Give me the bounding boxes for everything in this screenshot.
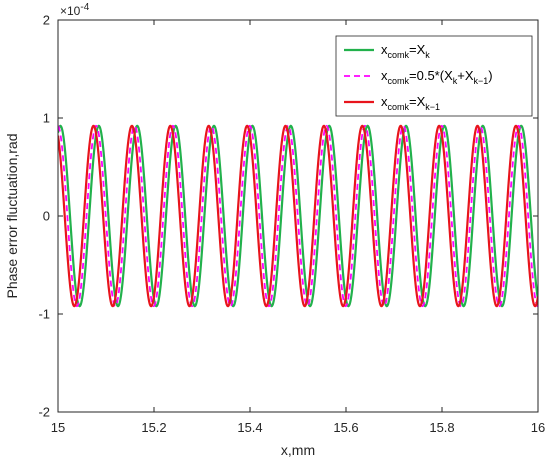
legend: xcomk=Xk xcomk=0.5*(Xk+Xk−1) xcomk=Xk−1 [335,35,533,117]
y-tick-label: -1 [38,307,50,322]
series-line-2 [58,124,538,308]
series-line-1 [58,124,538,308]
series-layer [58,124,538,308]
y-tick-label: -2 [38,405,50,420]
axis-ticks: 15 15.2 15.4 15.6 15.8 16 -2 -1 0 1 2 [38,13,545,436]
y-exponent-power: -4 [80,2,89,13]
x-tick-label: 16 [531,420,545,435]
x-axis-title: x,mm [281,442,315,458]
y-axis-title: Phase error fluctuation,rad [4,134,20,299]
legend-label-1: xcomk=Xk [381,42,430,60]
y-tick-label: 2 [43,13,50,28]
svg-text:×10-4: ×10-4 [60,2,90,18]
y-exponent-base: ×10 [60,4,81,18]
x-tick-label: 15 [51,420,65,435]
x-tick-label: 15.4 [237,420,262,435]
series-line-3 [58,124,538,308]
x-tick-label: 15.2 [141,420,166,435]
x-tick-label: 15.8 [429,420,454,435]
y-exponent-label: ×10-4 [60,2,90,18]
legend-label-3: xcomk=Xk−1 [381,94,440,112]
y-tick-label: 0 [43,209,50,224]
y-tick-label: 1 [43,111,50,126]
x-tick-label: 15.6 [333,420,358,435]
legend-label-2: xcomk=0.5*(Xk+Xk−1) [381,68,493,86]
